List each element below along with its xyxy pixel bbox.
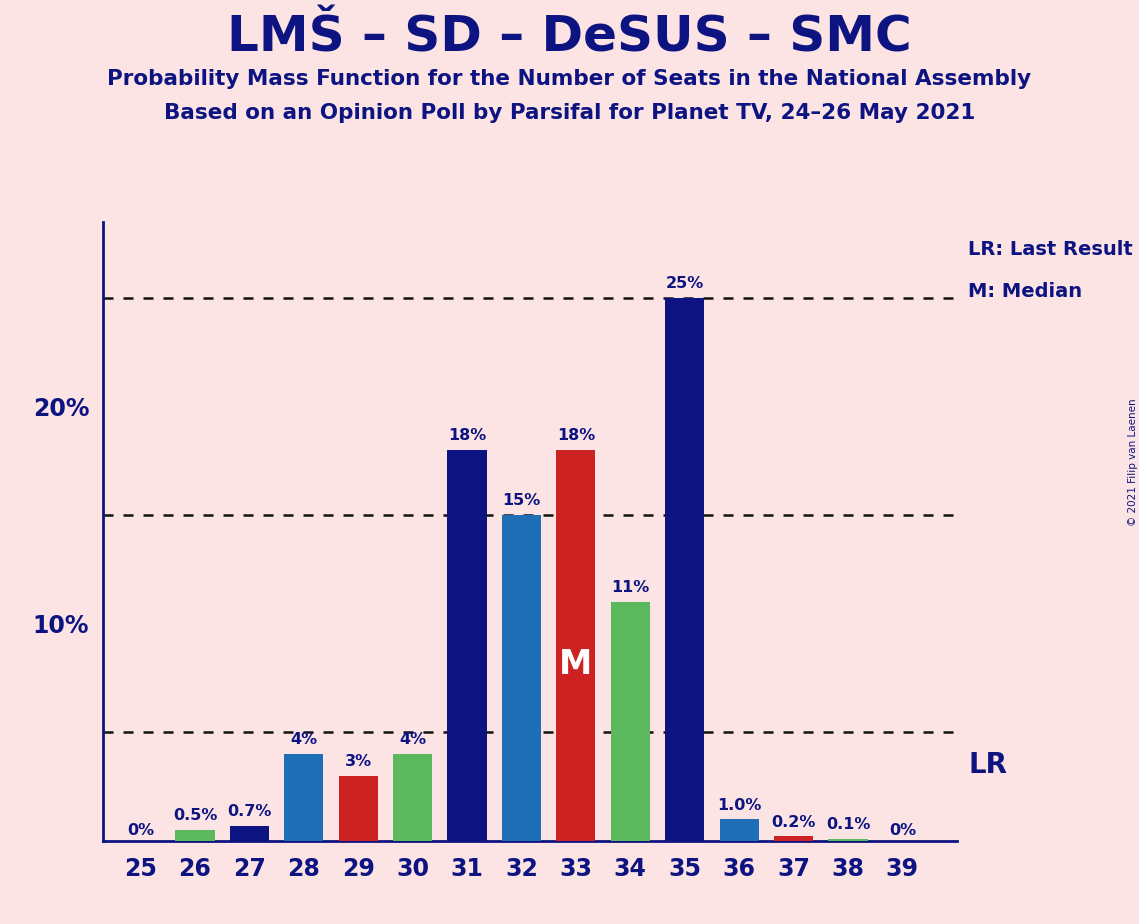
Text: Based on an Opinion Poll by Parsifal for Planet TV, 24–26 May 2021: Based on an Opinion Poll by Parsifal for…: [164, 103, 975, 124]
Text: 18%: 18%: [448, 429, 486, 444]
Text: LR: LR: [968, 751, 1007, 779]
Text: 0%: 0%: [888, 822, 916, 837]
Text: © 2021 Filip van Laenen: © 2021 Filip van Laenen: [1129, 398, 1138, 526]
Text: 25%: 25%: [665, 276, 704, 291]
Bar: [556, 450, 596, 841]
Bar: [502, 515, 541, 841]
Text: 1.0%: 1.0%: [716, 797, 761, 812]
Text: 18%: 18%: [557, 429, 595, 444]
Text: M: M: [559, 649, 592, 681]
Text: 15%: 15%: [502, 493, 541, 508]
Text: LMŠ – SD – DeSUS – SMC: LMŠ – SD – DeSUS – SMC: [227, 14, 912, 62]
Text: 0%: 0%: [128, 822, 154, 837]
Bar: [828, 839, 868, 841]
Text: M: Median: M: Median: [968, 282, 1082, 301]
Text: 0.2%: 0.2%: [771, 815, 816, 830]
Bar: [773, 836, 813, 841]
Text: 3%: 3%: [345, 754, 371, 769]
Text: 4%: 4%: [290, 733, 318, 748]
Bar: [393, 754, 432, 841]
Bar: [230, 826, 269, 841]
Text: LR: Last Result: LR: Last Result: [968, 240, 1133, 260]
Bar: [448, 450, 486, 841]
Bar: [338, 775, 378, 841]
Text: 0.5%: 0.5%: [173, 808, 218, 823]
Text: 4%: 4%: [399, 733, 426, 748]
Bar: [285, 754, 323, 841]
Text: 11%: 11%: [612, 580, 649, 595]
Text: Probability Mass Function for the Number of Seats in the National Assembly: Probability Mass Function for the Number…: [107, 69, 1032, 90]
Bar: [175, 830, 214, 841]
Text: 0.7%: 0.7%: [228, 804, 271, 819]
Bar: [665, 298, 704, 841]
Bar: [720, 819, 759, 841]
Bar: [611, 602, 650, 841]
Text: 0.1%: 0.1%: [826, 817, 870, 833]
